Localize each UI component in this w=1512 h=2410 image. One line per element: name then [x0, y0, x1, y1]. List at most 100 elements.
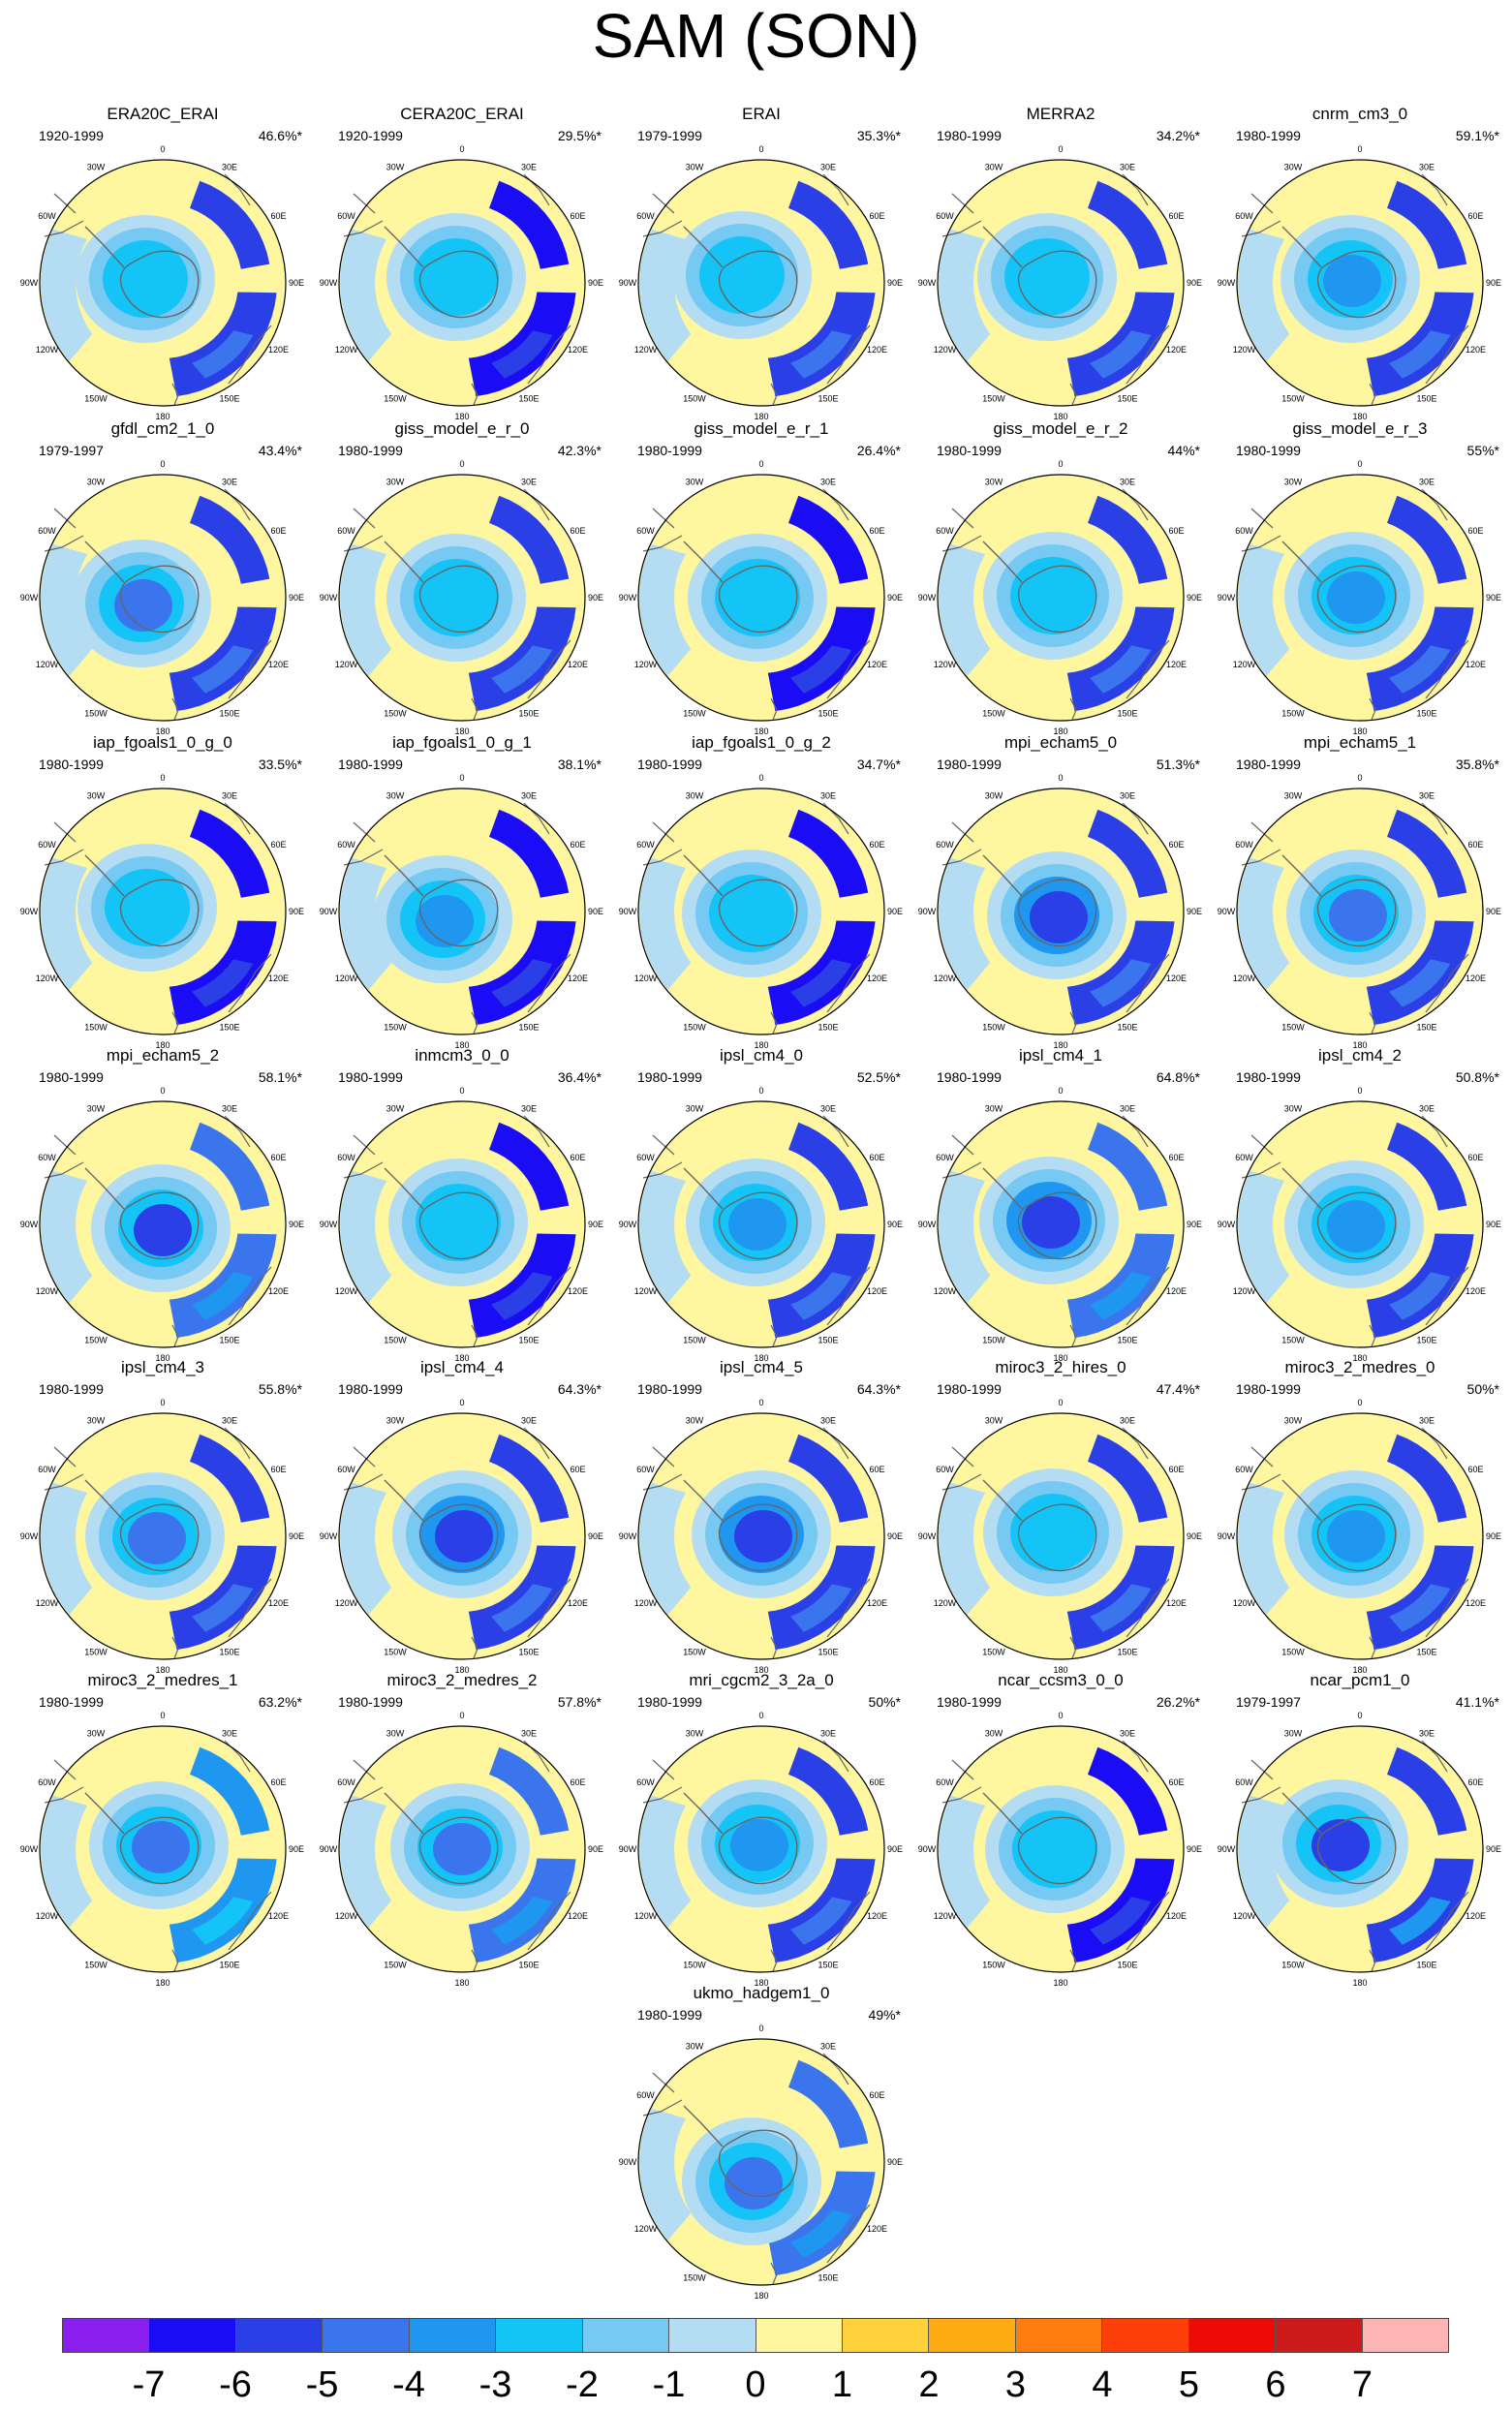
south-america-coastline: [941, 193, 982, 237]
positive-anomaly-core: [192, 959, 254, 1007]
weak-negative-region: [639, 229, 692, 361]
longitude-label: 30E: [521, 163, 537, 172]
antarctica-coastline: [718, 565, 798, 633]
longitude-label: 60W: [636, 840, 655, 850]
longitude-label: 120E: [268, 973, 289, 983]
australia-coastline: [1425, 1578, 1469, 1638]
polar-low-core: [1327, 1510, 1385, 1562]
positive-anomaly-core: [192, 1272, 254, 1320]
colorbar-tick-label: 1: [831, 2364, 853, 2405]
longitude-label: 150W: [683, 1336, 706, 1345]
positive-anomaly-core: [491, 1584, 553, 1632]
longitude-label: 60W: [1235, 526, 1253, 536]
longitude-label: 90W: [320, 907, 338, 916]
south-america-coastline: [343, 1134, 384, 1179]
polar-stereographic-map: 0 30E 60E 90E 120E 150E 180 150W 120W 90W 60W 30W: [918, 1086, 1202, 1363]
colorbar-tick-label: 2: [918, 2364, 940, 2405]
positive-anomaly-core: [790, 2209, 852, 2258]
panel-variance-percent: 50.8%*: [1455, 1069, 1499, 1085]
colorbar-swatch: [1362, 2319, 1448, 2352]
longitude-label: 180: [1352, 1978, 1367, 1988]
map-panel: ERAI 1979-1999 35.3%* 0 30E 60E 90E 120E 150E 180…: [616, 105, 907, 421]
panel-years: 1980-1999: [338, 1381, 403, 1397]
colorbar-swatch: [235, 2319, 324, 2352]
field-contours: [938, 160, 1184, 406]
positive-anomaly-core: [1090, 959, 1152, 1007]
longitude-label: 30E: [1120, 1416, 1135, 1426]
positive-anomaly-lobe: [489, 1746, 570, 1836]
longitude-label: 90W: [619, 1844, 637, 1854]
antarctic-peninsula: [683, 1167, 724, 1210]
longitude-label: 150E: [818, 1961, 838, 1970]
longitude-label: 90W: [20, 1844, 39, 1854]
longitude-label: 150W: [982, 709, 1005, 719]
longitude-label: 150W: [384, 394, 407, 404]
panel-title: giss_model_e_r_3: [1292, 419, 1428, 438]
new-zealand-coastline: [1069, 1011, 1077, 1035]
south-america-coastline: [941, 1134, 982, 1179]
longitude-label: 180: [454, 1040, 469, 1050]
longitude-label: 30W: [1284, 791, 1303, 801]
panel-title: ipsl_cm4_3: [121, 1358, 204, 1376]
antarctic-peninsula: [384, 1167, 424, 1210]
longitude-label: 60W: [636, 211, 655, 221]
longitude-label: 90E: [1486, 1531, 1501, 1541]
field-contours: [1237, 1101, 1483, 1347]
longitude-label: 180: [155, 1040, 170, 1050]
antarctica-coastline: [1017, 1816, 1097, 1885]
longitude-label: 30E: [820, 1729, 836, 1739]
polar-stereographic-map: 0 30E 60E 90E 120E 150E 180 150W 120W 90W 60W 30W: [320, 459, 603, 736]
longitude-label: 90W: [1218, 278, 1236, 288]
longitude-label: 0: [1357, 1711, 1362, 1720]
longitude-label: 30E: [820, 163, 836, 172]
longitude-label: 120E: [867, 1286, 887, 1296]
longitude-label: 30W: [87, 791, 106, 801]
australia-coastline: [1126, 324, 1170, 385]
longitude-label: 90W: [1218, 907, 1236, 916]
south-america-coastline: [1241, 821, 1281, 866]
longitude-label: 60W: [38, 1153, 56, 1162]
weak-negative-region: [639, 2108, 692, 2240]
antarctica-coastline: [119, 565, 200, 633]
longitude-label: 60W: [337, 1465, 355, 1474]
longitude-label: 30W: [87, 1104, 106, 1114]
longitude-label: 0: [459, 773, 464, 783]
longitude-label: 90W: [918, 1844, 937, 1854]
map-boundary: [937, 159, 1185, 407]
antarctic-peninsula: [384, 226, 424, 268]
longitude-label: 150W: [683, 1648, 706, 1657]
polar-low-core: [725, 2157, 783, 2209]
weak-negative-region: [41, 857, 93, 990]
map-panel: ERA20C_ERAI 1920-1999 46.6%* 0 30E 60E 90E 120E…: [17, 105, 308, 421]
longitude-label: 150W: [384, 709, 407, 719]
longitude-label: 150W: [683, 709, 706, 719]
longitude-label: 150E: [219, 1023, 239, 1033]
australia-coastline: [228, 324, 272, 385]
panel-variance-percent: 29.5%*: [557, 128, 602, 143]
new-zealand-coastline: [171, 1011, 179, 1035]
longitude-label: 0: [459, 459, 464, 469]
antarctica-coastline: [1017, 1503, 1097, 1572]
panel-title: iap_fgoals1_0_g_0: [93, 733, 232, 752]
longitude-label: 30E: [1120, 478, 1135, 487]
longitude-label: 120W: [1233, 660, 1256, 669]
panel-years: 1980-1999: [637, 1694, 702, 1710]
colorbar-swatch: [582, 2319, 670, 2352]
longitude-label: 60E: [1168, 526, 1184, 536]
longitude-label: 150E: [1416, 1961, 1436, 1970]
longitude-label: 150W: [1281, 1961, 1305, 1970]
longitude-label: 120E: [1166, 660, 1187, 669]
longitude-label: 180: [454, 412, 469, 421]
field-contours: [938, 1413, 1184, 1659]
positive-anomaly-core: [1389, 959, 1451, 1007]
antarctica-coastline: [119, 1191, 200, 1260]
panel-title: miroc3_2_medres_2: [386, 1671, 538, 1689]
positive-anomaly-lobe: [1088, 180, 1168, 269]
panel-variance-percent: 46.6%*: [258, 128, 302, 143]
panel-title: ERA20C_ERAI: [107, 105, 219, 123]
panel-variance-percent: 55.8%*: [258, 1381, 302, 1397]
longitude-label: 90E: [1486, 278, 1501, 288]
longitude-label: 180: [1352, 1040, 1367, 1050]
longitude-label: 30W: [1284, 478, 1303, 487]
longitude-label: 150E: [1117, 1023, 1137, 1033]
